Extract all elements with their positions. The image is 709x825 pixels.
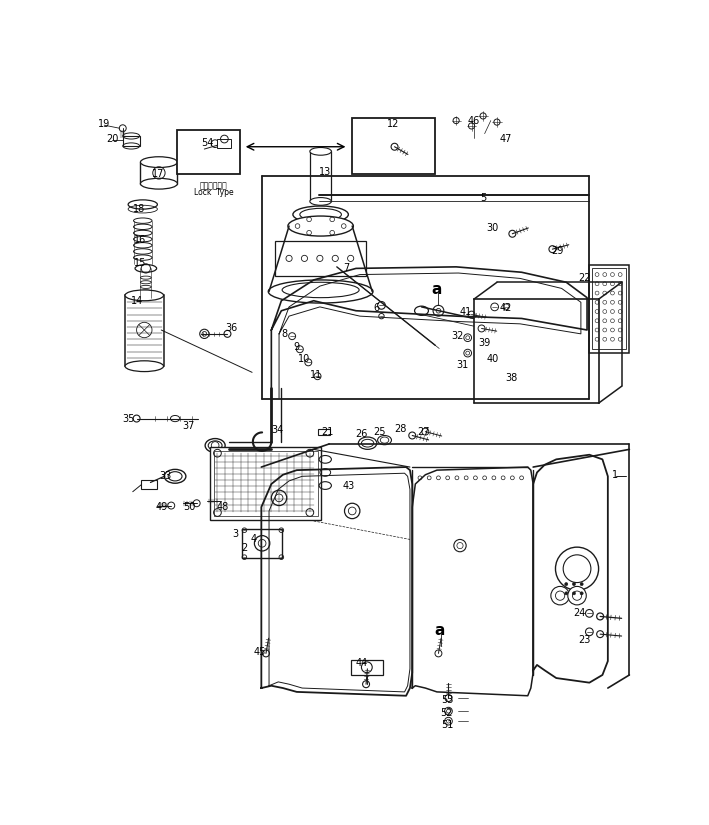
Bar (125, 295, 164, 366)
Text: 26: 26 (355, 429, 368, 439)
Text: 38: 38 (506, 373, 518, 383)
Circle shape (564, 582, 568, 586)
Bar (589, 265, 630, 353)
Text: 47: 47 (500, 134, 513, 144)
Text: 31: 31 (456, 360, 469, 370)
Text: 40: 40 (487, 354, 499, 365)
Text: 7: 7 (343, 263, 349, 273)
Text: 25: 25 (373, 427, 386, 436)
Text: 17: 17 (152, 169, 164, 180)
Bar (177, 130, 240, 174)
Ellipse shape (140, 178, 177, 189)
Text: 19: 19 (98, 120, 111, 130)
Text: 12: 12 (387, 120, 399, 130)
Ellipse shape (125, 361, 164, 371)
Text: ロックタイプ: ロックタイプ (200, 182, 228, 191)
Text: 30: 30 (486, 223, 498, 233)
Bar (242, 529, 282, 558)
Ellipse shape (164, 469, 186, 483)
Ellipse shape (135, 265, 157, 272)
Text: 20: 20 (106, 134, 118, 144)
Bar (140, 163, 177, 184)
Text: 50: 50 (183, 502, 195, 512)
Text: 23: 23 (579, 635, 591, 645)
Ellipse shape (310, 148, 331, 155)
Text: 11: 11 (310, 370, 322, 380)
Circle shape (580, 582, 584, 586)
Text: 2: 2 (241, 543, 247, 553)
Ellipse shape (358, 437, 377, 450)
Text: a: a (432, 282, 442, 298)
Text: 36: 36 (225, 323, 238, 333)
Circle shape (572, 582, 576, 586)
Bar (210, 447, 321, 521)
Text: 6: 6 (374, 304, 380, 314)
Text: 21: 21 (321, 427, 334, 436)
Text: 14: 14 (130, 295, 143, 306)
Text: 35: 35 (123, 413, 135, 423)
Ellipse shape (288, 216, 353, 236)
Text: 33: 33 (160, 471, 172, 481)
Text: 39: 39 (479, 338, 491, 348)
Text: 43: 43 (342, 481, 354, 492)
Text: a: a (434, 623, 445, 638)
Text: 44: 44 (355, 658, 367, 668)
Text: 16: 16 (134, 235, 147, 245)
Bar (352, 118, 435, 174)
Text: 28: 28 (394, 423, 407, 434)
Text: 45: 45 (254, 647, 266, 657)
Bar (351, 659, 383, 675)
Text: 29: 29 (552, 247, 564, 257)
Text: 49: 49 (156, 502, 168, 512)
Text: 22: 22 (579, 272, 591, 283)
Text: 41: 41 (459, 307, 471, 318)
Bar (213, 451, 318, 516)
Text: 51: 51 (441, 720, 453, 730)
Ellipse shape (205, 439, 225, 452)
Text: 52: 52 (441, 708, 453, 718)
Text: 4: 4 (250, 535, 257, 544)
Ellipse shape (125, 290, 164, 301)
Text: 53: 53 (441, 695, 453, 705)
Text: 54: 54 (201, 138, 213, 148)
Text: 24: 24 (573, 608, 586, 619)
Circle shape (564, 592, 568, 595)
Circle shape (555, 547, 598, 590)
Ellipse shape (268, 280, 373, 303)
Bar (593, 268, 626, 349)
Text: 10: 10 (298, 354, 311, 365)
Ellipse shape (140, 157, 177, 167)
Bar (141, 480, 157, 489)
Text: 34: 34 (272, 425, 284, 435)
Circle shape (568, 587, 586, 605)
Bar (310, 151, 331, 201)
Circle shape (580, 592, 584, 595)
Text: 1: 1 (612, 469, 618, 480)
Text: 42: 42 (500, 304, 513, 314)
Text: 13: 13 (319, 167, 331, 177)
Text: 15: 15 (134, 258, 147, 268)
Bar (123, 136, 140, 146)
Text: 48: 48 (217, 502, 229, 512)
Text: 37: 37 (183, 422, 195, 431)
Text: 27: 27 (417, 427, 429, 436)
Text: 18: 18 (133, 204, 145, 215)
Ellipse shape (378, 436, 391, 445)
Bar (218, 139, 231, 148)
Circle shape (572, 592, 576, 595)
Ellipse shape (293, 206, 348, 223)
Bar (275, 242, 366, 276)
Text: 5: 5 (480, 192, 486, 203)
Ellipse shape (310, 197, 331, 205)
Text: 46: 46 (468, 116, 480, 125)
Text: 32: 32 (452, 331, 464, 342)
Bar (318, 428, 330, 436)
Text: 9: 9 (294, 342, 300, 352)
Circle shape (551, 587, 569, 605)
Text: Lock  Type: Lock Type (194, 188, 233, 197)
Text: 8: 8 (281, 329, 288, 339)
Text: 3: 3 (232, 529, 238, 539)
